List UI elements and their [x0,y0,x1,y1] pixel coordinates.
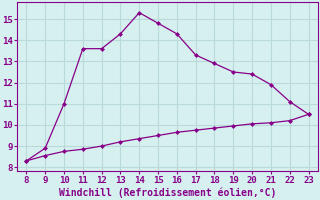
X-axis label: Windchill (Refroidissement éolien,°C): Windchill (Refroidissement éolien,°C) [59,187,276,198]
